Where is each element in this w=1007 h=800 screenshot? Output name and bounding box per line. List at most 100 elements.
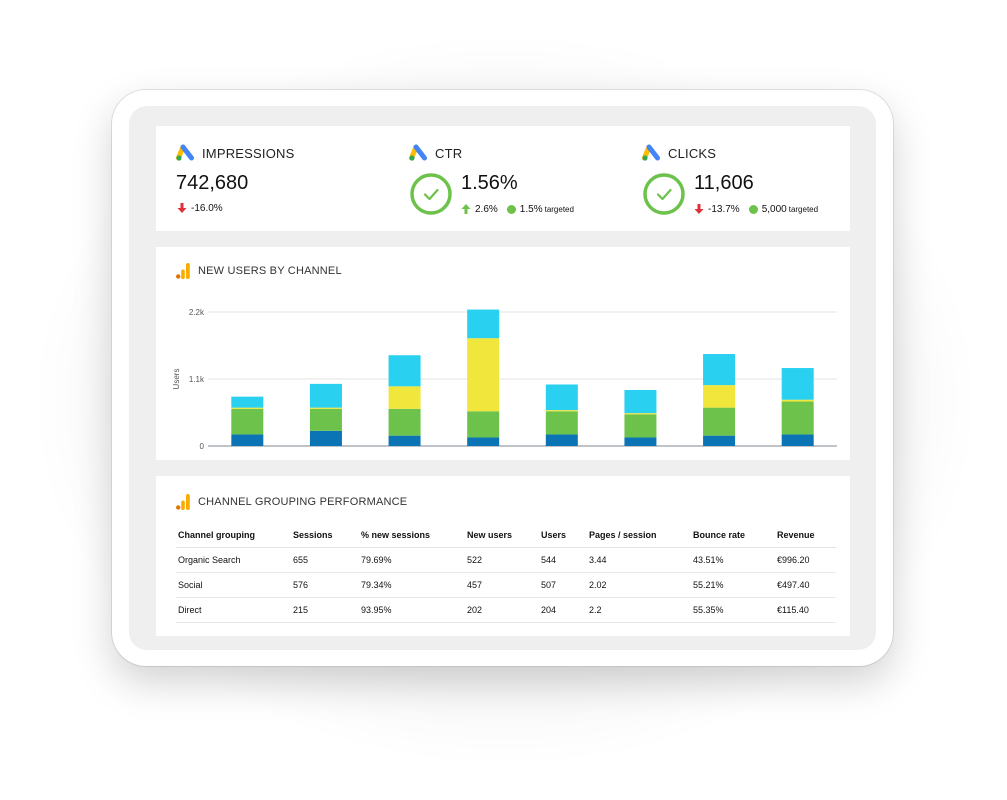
tablet-frame: IMPRESSIONS 742,680 -16.0% <box>112 90 893 666</box>
table-row: Direct 215 93.95% 202 204 2.2 55.35% €11… <box>176 597 836 623</box>
bar-segment <box>781 434 814 446</box>
bar-segment <box>703 385 736 408</box>
kpi-title: CTR <box>435 145 463 161</box>
kpi-change: -13.7% 5,000 targeted <box>693 203 818 215</box>
google-analytics-icon <box>176 263 190 279</box>
table-cell: 43.51% <box>691 547 775 573</box>
bar-segment <box>388 435 421 446</box>
bar-segment <box>388 355 421 387</box>
table-cell: 522 <box>465 547 539 573</box>
bar-segment <box>467 437 500 446</box>
table-row: Social 576 79.34% 457 507 2.02 55.21% €4… <box>176 572 836 598</box>
bar-segment <box>231 396 264 408</box>
table-cell: Social <box>176 572 291 598</box>
bar-segment <box>624 413 657 415</box>
bar-segment <box>703 407 736 436</box>
table-cell: 3.44 <box>587 547 691 573</box>
arrow-down-icon <box>177 203 187 213</box>
channel-grouping-table: Channel grouping Sessions % new sessions… <box>176 524 836 623</box>
kpi-target-value: 5,000 <box>761 203 787 215</box>
bar-segment <box>545 384 578 411</box>
bar-segment <box>545 411 578 435</box>
google-ads-icon <box>176 144 194 161</box>
bar-segment <box>545 410 578 412</box>
bar-segment <box>703 354 736 386</box>
kpi-change-value: -16.0% <box>191 202 223 214</box>
bar-segment <box>388 386 421 409</box>
table-cell: 507 <box>539 572 587 598</box>
table-cell: 79.34% <box>359 572 465 598</box>
new-users-chart-panel: NEW USERS BY CHANNEL 0 1.1k 2.2k Users <box>156 247 850 460</box>
kpi-change: -16.0% <box>176 202 223 214</box>
bar-segment <box>309 430 342 446</box>
kpi-value: 1.56% <box>461 172 518 194</box>
table-cell: 576 <box>291 572 359 598</box>
kpi-clicks: CLICKS 11,606 -13.7% 5,000 targeted <box>642 126 842 231</box>
kpi-value: 742,680 <box>176 172 249 194</box>
bar-segment <box>467 338 500 412</box>
bar-segment <box>231 434 264 446</box>
table-cell: Organic Search <box>176 547 291 573</box>
kpi-change-value: -13.7% <box>708 203 740 215</box>
y-axis-label: Users <box>172 369 181 390</box>
stacked-bar-chart: 0 1.1k 2.2k Users <box>172 308 837 451</box>
table-cell: 544 <box>539 547 587 573</box>
table-cell: 204 <box>539 597 587 623</box>
bar-segment <box>388 408 421 436</box>
table-cell: 215 <box>291 597 359 623</box>
table-cell: 2.2 <box>587 597 691 623</box>
kpi-change: 2.6% 1.5% targeted <box>460 203 574 215</box>
target-met-check-icon <box>410 173 452 215</box>
arrow-down-icon <box>694 204 704 214</box>
table-cell: 2.02 <box>587 572 691 598</box>
kpi-title: CLICKS <box>668 145 717 161</box>
bar-segment <box>309 383 342 408</box>
column-header: New users <box>465 524 539 548</box>
y-tick-label: 2.2k <box>189 308 205 317</box>
bar-segment <box>231 408 264 435</box>
table-cell: €115.40 <box>775 597 836 623</box>
google-analytics-icon <box>176 494 190 510</box>
column-header: Pages / session <box>587 524 691 548</box>
bar-segment <box>309 407 342 409</box>
column-header: Sessions <box>291 524 359 548</box>
table-header-row: Channel grouping Sessions % new sessions… <box>176 524 836 548</box>
bar-segment <box>309 408 342 431</box>
target-met-check-icon <box>643 173 685 215</box>
bar-segment <box>781 368 814 400</box>
google-ads-icon <box>642 144 660 161</box>
bar-segment <box>467 309 500 339</box>
dashboard-screen: IMPRESSIONS 742,680 -16.0% <box>129 106 876 650</box>
table-cell: 55.35% <box>691 597 775 623</box>
table-cell: €497.40 <box>775 572 836 598</box>
kpi-value: 11,606 <box>694 172 754 194</box>
channel-grouping-panel: CHANNEL GROUPING PERFORMANCE Channel gro… <box>156 476 850 636</box>
table-cell: 79.69% <box>359 547 465 573</box>
table-cell: 655 <box>291 547 359 573</box>
target-dot <box>748 204 758 214</box>
column-header: Channel grouping <box>176 524 291 548</box>
table-row: Organic Search 655 79.69% 522 544 3.44 4… <box>176 547 836 573</box>
table-cell: 202 <box>465 597 539 623</box>
bar-segment <box>781 399 814 402</box>
kpi-ctr: CTR 1.56% 2.6% 1.5% targeted <box>409 126 629 231</box>
google-ads-icon <box>409 144 427 161</box>
kpi-target-value: 1.5% <box>519 203 543 215</box>
y-tick-label: 1.1k <box>189 375 205 384</box>
kpi-target-label: targeted <box>788 204 819 214</box>
kpi-panel: IMPRESSIONS 742,680 -16.0% <box>156 126 850 231</box>
table-cell: 55.21% <box>691 572 775 598</box>
bar-segment <box>624 389 657 414</box>
bar-segment <box>624 414 657 438</box>
chart-title: NEW USERS BY CHANNEL <box>198 265 342 277</box>
kpi-change-value: 2.6% <box>475 203 498 215</box>
y-tick-label: 0 <box>200 442 205 451</box>
column-header: Users <box>539 524 587 548</box>
bar-segment <box>467 411 500 438</box>
bar-segment <box>703 435 736 446</box>
table-cell: 457 <box>465 572 539 598</box>
kpi-impressions: IMPRESSIONS 742,680 -16.0% <box>176 126 396 231</box>
bar-segment <box>545 434 578 446</box>
table-cell: 93.95% <box>359 597 465 623</box>
column-header: Bounce rate <box>691 524 775 548</box>
